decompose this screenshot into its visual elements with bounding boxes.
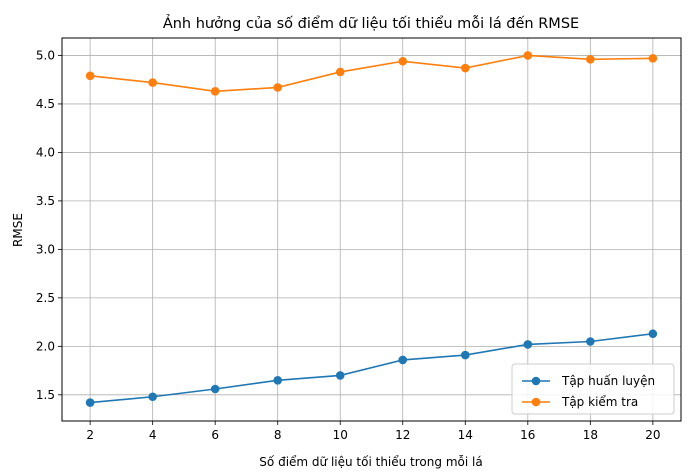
y-tick-label: 4.5 <box>36 97 55 111</box>
y-tick-label: 5.0 <box>36 48 55 62</box>
data-point <box>210 384 220 394</box>
data-point <box>398 56 408 66</box>
data-point <box>460 350 470 360</box>
legend-marker-1 <box>531 397 541 407</box>
y-tick-label: 1.5 <box>36 388 55 402</box>
y-tick-label: 3.5 <box>36 194 55 208</box>
data-point <box>85 398 95 407</box>
data-point <box>398 355 408 365</box>
x-tick-label: 20 <box>645 428 660 442</box>
x-tick-label: 2 <box>86 428 94 442</box>
legend-marker-0 <box>531 376 541 386</box>
legend-label-0: Tập huấn luyện <box>561 374 655 388</box>
data-point <box>335 371 345 380</box>
y-tick-label: 4.0 <box>36 145 55 159</box>
data-point <box>586 55 595 64</box>
data-point <box>273 375 283 385</box>
x-tick-label: 16 <box>520 428 535 442</box>
series-lines <box>85 51 658 407</box>
series-line-0 <box>90 332 653 404</box>
y-axis-label: RMSE <box>11 213 25 247</box>
data-point <box>460 63 470 73</box>
data-point <box>273 83 283 92</box>
x-tick-label: 8 <box>274 428 282 442</box>
x-tick-label: 4 <box>149 428 157 442</box>
data-point <box>523 51 533 60</box>
data-point <box>210 87 220 96</box>
y-tick-label: 2.5 <box>36 291 55 305</box>
data-point <box>648 329 658 339</box>
series-line-1 <box>90 54 653 93</box>
x-axis-label: Số điểm dữ liệu tối thiểu trong mỗi lá <box>259 455 482 469</box>
x-tick-label: 6 <box>211 428 219 442</box>
plot-area-frame <box>61 37 682 422</box>
legend-box <box>511 363 675 415</box>
x-tick-label: 18 <box>583 428 598 442</box>
data-point <box>586 337 595 346</box>
legend: Tập huấn luyện Tập kiểm tra <box>511 363 675 415</box>
data-point <box>148 78 157 87</box>
data-point <box>335 67 345 77</box>
y-tick-label: 3.0 <box>36 242 55 256</box>
x-axis-ticks: 2 4 6 8 10 12 14 16 18 20 <box>86 421 661 442</box>
x-tick-label: 14 <box>458 428 473 442</box>
data-point <box>523 340 533 349</box>
data-point <box>85 71 95 81</box>
chart-title: Ảnh hưởng của số điểm dữ liệu tối thiểu … <box>163 14 579 32</box>
y-tick-label: 2.0 <box>36 339 55 353</box>
y-axis-ticks: 1.5 2.0 2.5 3.0 3.5 4.0 4.5 5.0 <box>36 48 62 402</box>
x-tick-label: 10 <box>333 428 348 442</box>
data-point <box>148 392 157 402</box>
x-tick-label: 12 <box>395 428 410 442</box>
data-point <box>648 54 658 63</box>
legend-label-1: Tập kiểm tra <box>561 395 638 409</box>
